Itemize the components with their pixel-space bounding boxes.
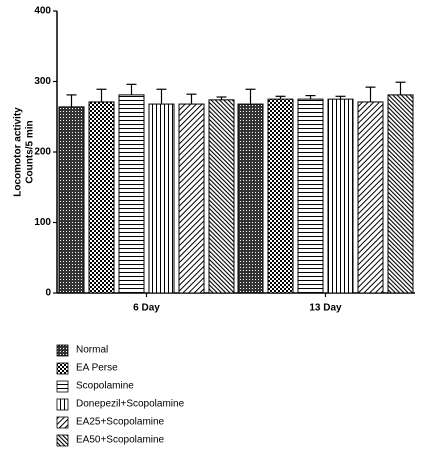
- legend-label: EA Perse: [76, 363, 118, 374]
- bar: [208, 99, 235, 294]
- y-tick-label: 200: [34, 147, 51, 158]
- y-tick-label: 400: [34, 6, 51, 17]
- y-tick-label: 100: [34, 217, 51, 228]
- bar: [237, 103, 264, 294]
- x-tick-label: 6 Day: [133, 303, 160, 314]
- bar: [178, 103, 205, 294]
- legend-label: Donepezil+Scopolamine: [76, 399, 185, 410]
- y-tick-label: 0: [45, 288, 51, 299]
- legend-swatch: [56, 416, 69, 429]
- legend-label: EA25+Scopolamine: [76, 417, 165, 428]
- x-tick-label: 13 Day: [309, 303, 342, 314]
- bar: [58, 106, 85, 294]
- bar: [148, 103, 175, 294]
- bar: [387, 94, 414, 294]
- y-axis-label: Locomotor activity: [13, 107, 24, 197]
- bar: [118, 94, 145, 294]
- legend-swatch: [56, 380, 69, 393]
- bar: [297, 98, 324, 294]
- legend-label: EA50+Scopolamine: [76, 435, 165, 446]
- bar: [357, 101, 384, 294]
- bar: [267, 98, 294, 294]
- legend-label: Normal: [76, 345, 108, 356]
- legend-swatch: [56, 362, 69, 375]
- y-tick-label: 300: [34, 76, 51, 87]
- legend-label: Scopolamine: [76, 381, 134, 392]
- legend-swatch: [56, 434, 69, 447]
- legend-swatch: [56, 344, 69, 357]
- legend-swatch: [56, 398, 69, 411]
- bar: [88, 101, 115, 294]
- y-axis-label: Counts/5 min: [25, 120, 36, 183]
- bar: [327, 98, 354, 294]
